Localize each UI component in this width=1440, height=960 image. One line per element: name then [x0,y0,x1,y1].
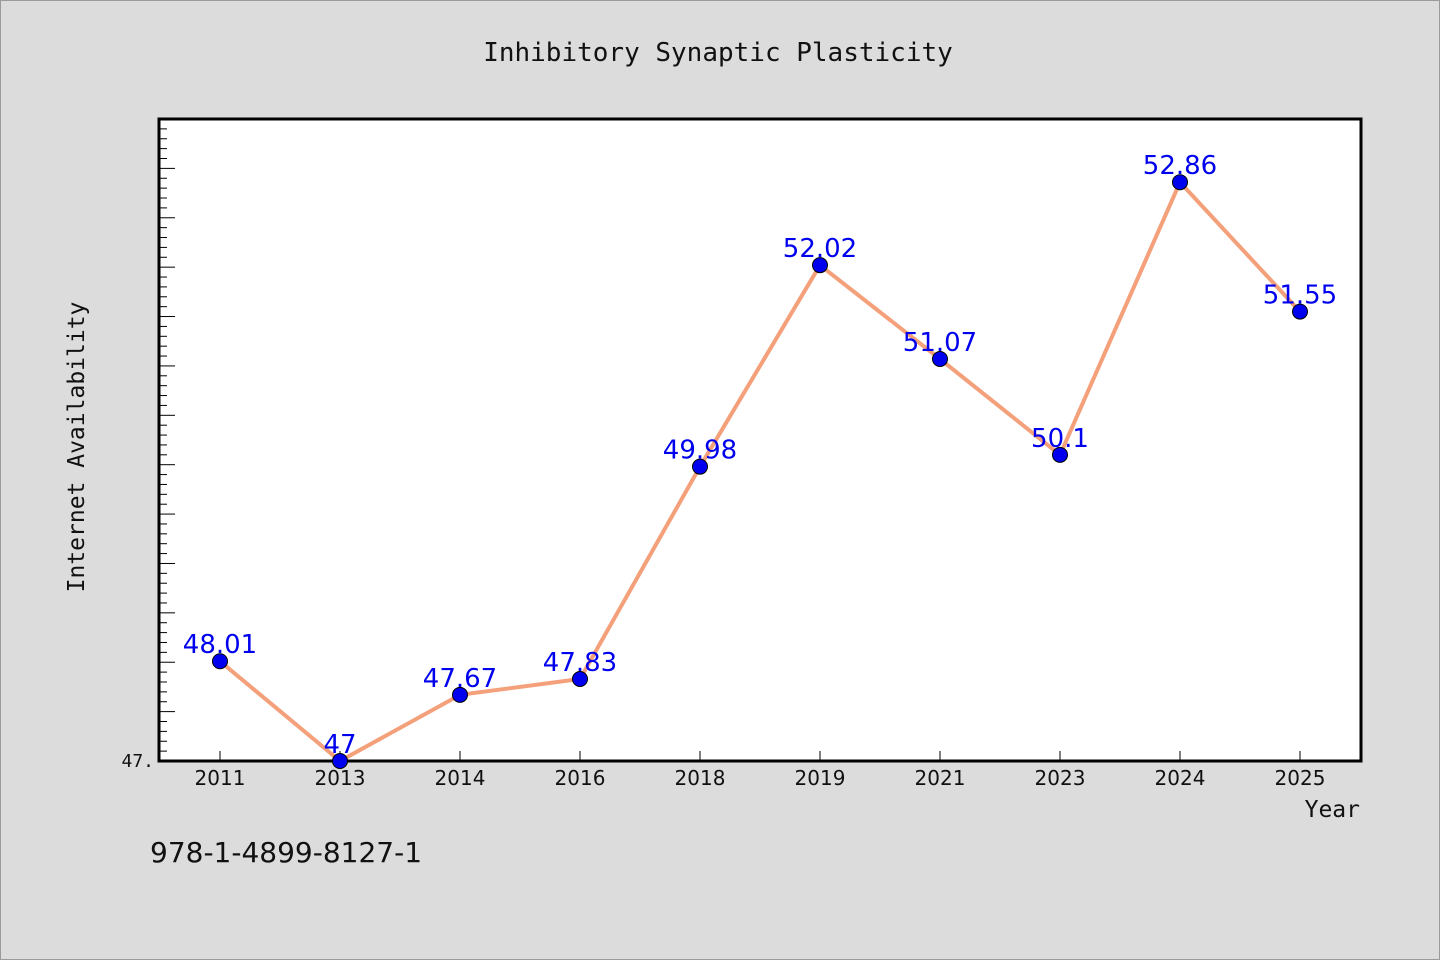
data-point [212,653,228,670]
x-tick-label: 2016 [555,766,606,790]
x-tick-label: 2011 [195,766,246,790]
data-label: 51.07 [903,328,977,358]
series-markers [212,174,1308,769]
data-label: 47 [323,730,356,760]
x-tick-label: 2024 [1155,766,1206,790]
data-point [932,351,948,368]
data-point [692,458,708,475]
data-point [1052,446,1068,463]
x-tick-label: 2014 [435,766,486,790]
isbn-label: 978-1-4899-8127-1 [150,836,423,869]
x-ticks [219,751,1301,761]
data-label: 47.67 [423,664,497,694]
data-point [572,671,588,688]
y-axis-label: Internet Availability [64,302,90,593]
y-minor-ticks [159,118,175,762]
data-label: 49.98 [663,436,737,466]
x-tick-label: 2013 [315,766,366,790]
series-line [218,180,1302,763]
data-point [332,753,348,769]
data-point [1292,303,1308,320]
x-tick-label: 2025 [1275,766,1326,790]
x-tick-label: 2023 [1035,766,1086,790]
data-label: 52.02 [783,234,857,264]
x-tick-label: 2021 [915,766,966,790]
data-label: 47.83 [543,648,617,678]
data-label: 48.01 [183,630,257,660]
x-tick-label: 2018 [675,766,726,790]
data-point [452,686,468,703]
data-labels: 48.01 47 47.67 47.83 49.98 52.02 51.07 50.1 52.8… [183,151,1337,760]
x-tick-labels: 2011 2013 2014 2016 2018 2019 2021 2023 2024 2025 [195,766,1326,790]
plot-area [157,117,1363,763]
data-point [1172,174,1188,191]
x-axis-label: Year [1305,797,1360,823]
data-label: 50.1 [1031,424,1089,454]
chart-title: Inhibitory Synaptic Plasticity [483,38,953,68]
data-label: 52.86 [1143,151,1217,181]
x-tick-label: 2019 [795,766,846,790]
y-tick-label: 47. [121,751,154,772]
data-point [812,257,828,274]
data-label: 51.55 [1263,281,1337,311]
